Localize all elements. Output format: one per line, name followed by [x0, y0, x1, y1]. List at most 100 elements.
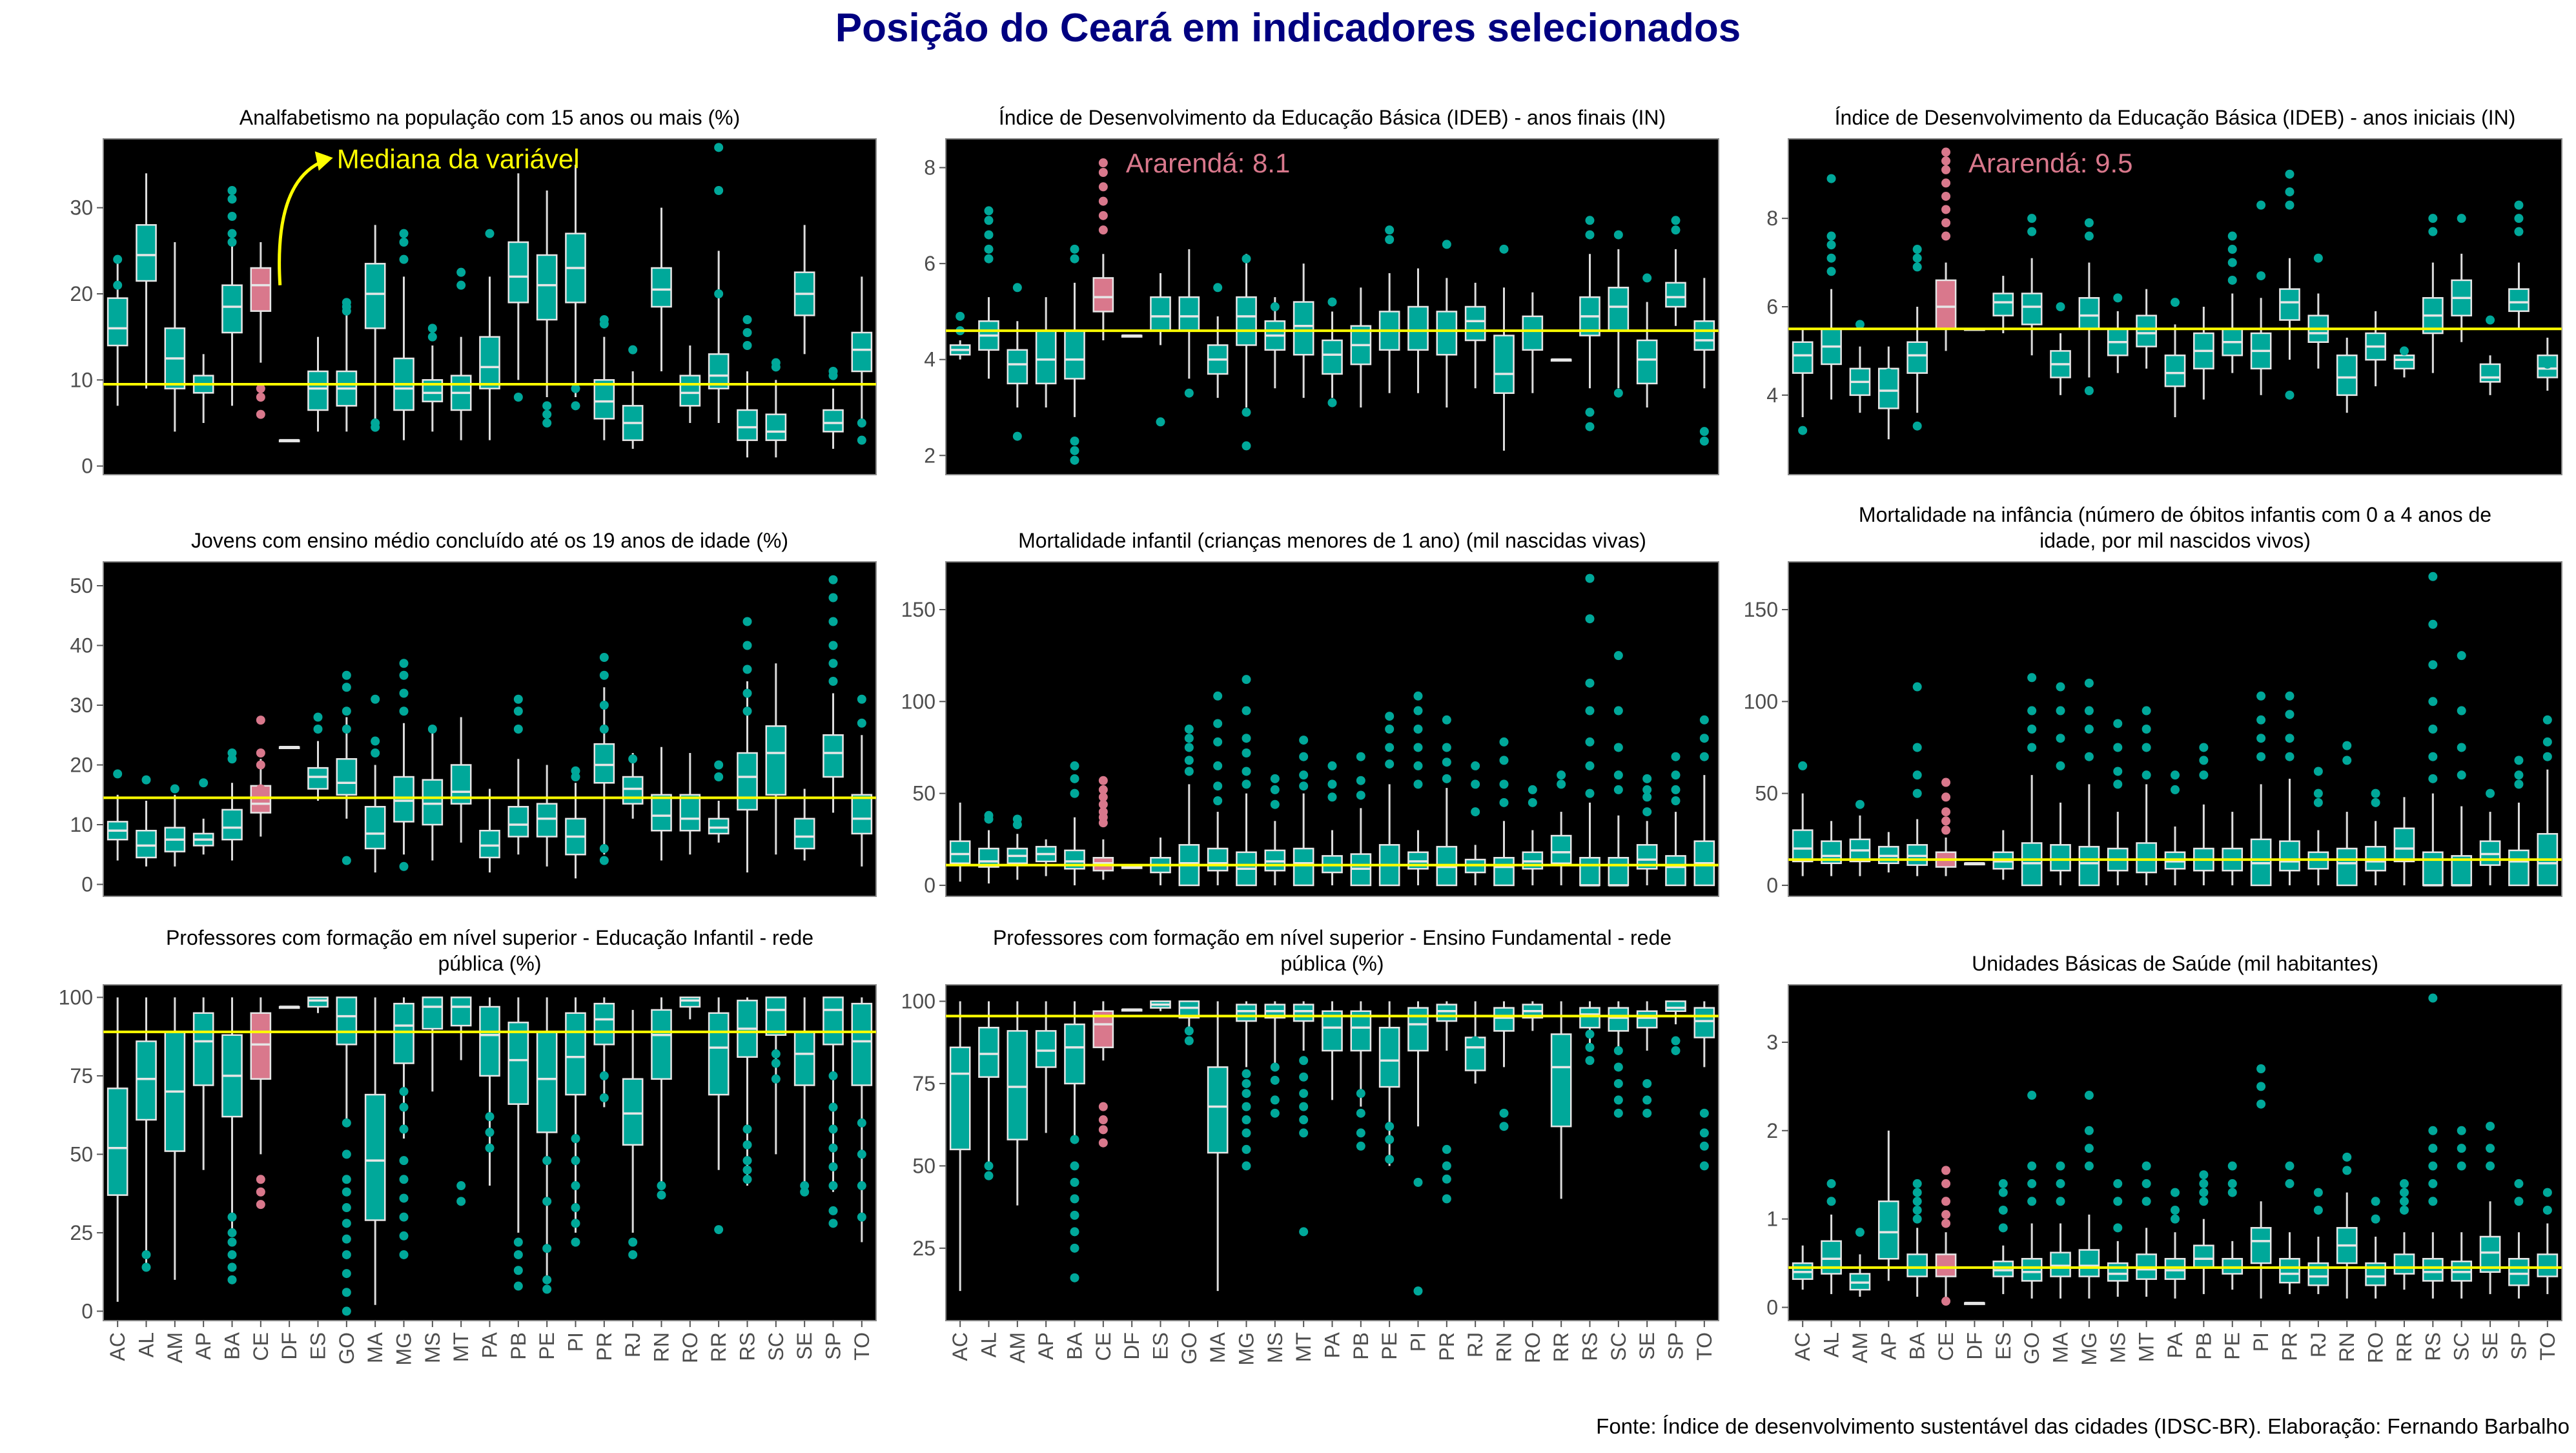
outlier-point — [2171, 1214, 2180, 1224]
box-CE — [1935, 279, 1957, 330]
y-tick-label: 75 — [70, 1064, 93, 1087]
box-SP — [2508, 1257, 2530, 1286]
outlier-point — [1385, 743, 1395, 752]
panel-title-line: Índice de Desenvolvimento da Educação Bá… — [1835, 106, 2516, 129]
outlier-point — [1098, 1125, 1108, 1135]
outlier-point — [227, 1275, 237, 1284]
panel-title: Professores com formação em nível superi… — [166, 926, 813, 975]
outlier-point — [1826, 240, 1836, 250]
outlier-point — [1585, 761, 1595, 770]
outlier-point — [1798, 761, 1808, 770]
panel-title: Mortalidade infantil (crianças menores d… — [1018, 529, 1646, 552]
outlier-point — [2428, 725, 2438, 734]
box-PR — [1436, 311, 1458, 356]
outlier-point — [2084, 1126, 2094, 1135]
box-SC — [1608, 287, 1630, 332]
outlier-point — [2342, 1166, 2352, 1175]
outlier-point — [1184, 388, 1194, 398]
outlier-point — [2285, 710, 2295, 719]
outlier-point — [1442, 774, 1451, 783]
outlier-point — [742, 328, 752, 337]
outlier-point — [1242, 1128, 1251, 1138]
main-title: Posição do Ceará em indicadores selecion… — [835, 6, 1741, 50]
outlier-point — [828, 575, 838, 584]
outlier-point — [2113, 779, 2123, 789]
box-CE — [1935, 1253, 1957, 1277]
outlier-point — [857, 1181, 866, 1191]
outlier-point — [2171, 1188, 2180, 1197]
outlier-point — [342, 1149, 351, 1159]
outlier-point — [2285, 691, 2295, 701]
outlier-point — [2428, 752, 2438, 761]
outlier-point — [542, 1284, 552, 1294]
box-SC — [765, 996, 787, 1036]
outlier-point — [1413, 1286, 1423, 1296]
outlier-point — [771, 1049, 781, 1058]
outlier-point — [199, 778, 209, 788]
y-tick-label: 50 — [70, 574, 93, 597]
outlier-point — [1941, 165, 1951, 174]
outlier-point — [571, 1156, 580, 1166]
outlier-point — [1613, 1108, 1623, 1118]
outlier-point — [2486, 1144, 2495, 1153]
outlier-point — [984, 814, 994, 824]
box-MG — [2078, 297, 2100, 330]
x-tick-label: MS — [1263, 1332, 1287, 1363]
x-tick-label: TO — [850, 1332, 874, 1361]
outlier-point — [342, 1269, 351, 1279]
outlier-point — [1385, 1135, 1395, 1144]
x-tick-label: GO — [335, 1332, 358, 1365]
outlier-point — [1413, 706, 1423, 716]
outlier-point — [141, 1250, 151, 1259]
outlier-point — [1356, 1141, 1365, 1151]
outlier-point — [1070, 455, 1079, 465]
x-tick-label: PB — [507, 1332, 530, 1360]
outlier-point — [1912, 1197, 1922, 1206]
outlier-point — [1356, 790, 1365, 800]
outlier-point — [1070, 437, 1079, 446]
panel-title-line: Professores com formação em nível superi… — [993, 926, 1671, 949]
box-RS — [1579, 1007, 1600, 1029]
box-PB — [1350, 1010, 1372, 1052]
box-MA — [2050, 1252, 2071, 1277]
x-tick-label: AM — [1848, 1332, 1872, 1363]
outlier-point — [1826, 253, 1836, 263]
x-tick-label: MS — [421, 1332, 444, 1363]
x-tick-label: PE — [2221, 1332, 2244, 1360]
outlier-point — [657, 1181, 666, 1191]
x-tick-label: AL — [1820, 1332, 1843, 1357]
outlier-point — [1613, 1046, 1623, 1055]
box-MS — [2107, 1262, 2129, 1282]
box-SE — [793, 1031, 815, 1086]
box-AC — [107, 297, 128, 347]
outlier-point — [2256, 200, 2266, 210]
outlier-point — [1912, 743, 1922, 752]
box-PA — [479, 1005, 500, 1077]
outlier-point — [1642, 273, 1652, 283]
outlier-point — [2285, 200, 2295, 210]
outlier-point — [2256, 1082, 2266, 1091]
outlier-point — [1213, 796, 1223, 805]
outlier-point — [1585, 678, 1595, 688]
outlier-point — [342, 306, 351, 316]
outlier-point — [1442, 757, 1451, 767]
y-tick-label: 20 — [70, 754, 93, 777]
box-MA — [364, 263, 386, 329]
outlier-point — [427, 324, 437, 333]
box-SE — [1636, 339, 1658, 385]
outlier-point — [399, 1231, 409, 1241]
outlier-point — [2084, 1144, 2094, 1153]
outlier-point — [2256, 271, 2266, 281]
outlier-point — [1098, 1115, 1108, 1125]
box-BA — [1064, 1023, 1085, 1085]
box-RJ — [1464, 305, 1486, 342]
y-tick-label: 100 — [901, 989, 935, 1013]
outlier-point — [113, 769, 123, 779]
outlier-point — [427, 725, 437, 734]
x-tick-label: SP — [2507, 1332, 2530, 1360]
box-RO — [679, 375, 701, 407]
box-MG — [1236, 1004, 1257, 1022]
outlier-point — [1528, 785, 1537, 794]
box-AC — [1792, 341, 1814, 374]
outlier-point — [2514, 770, 2524, 780]
